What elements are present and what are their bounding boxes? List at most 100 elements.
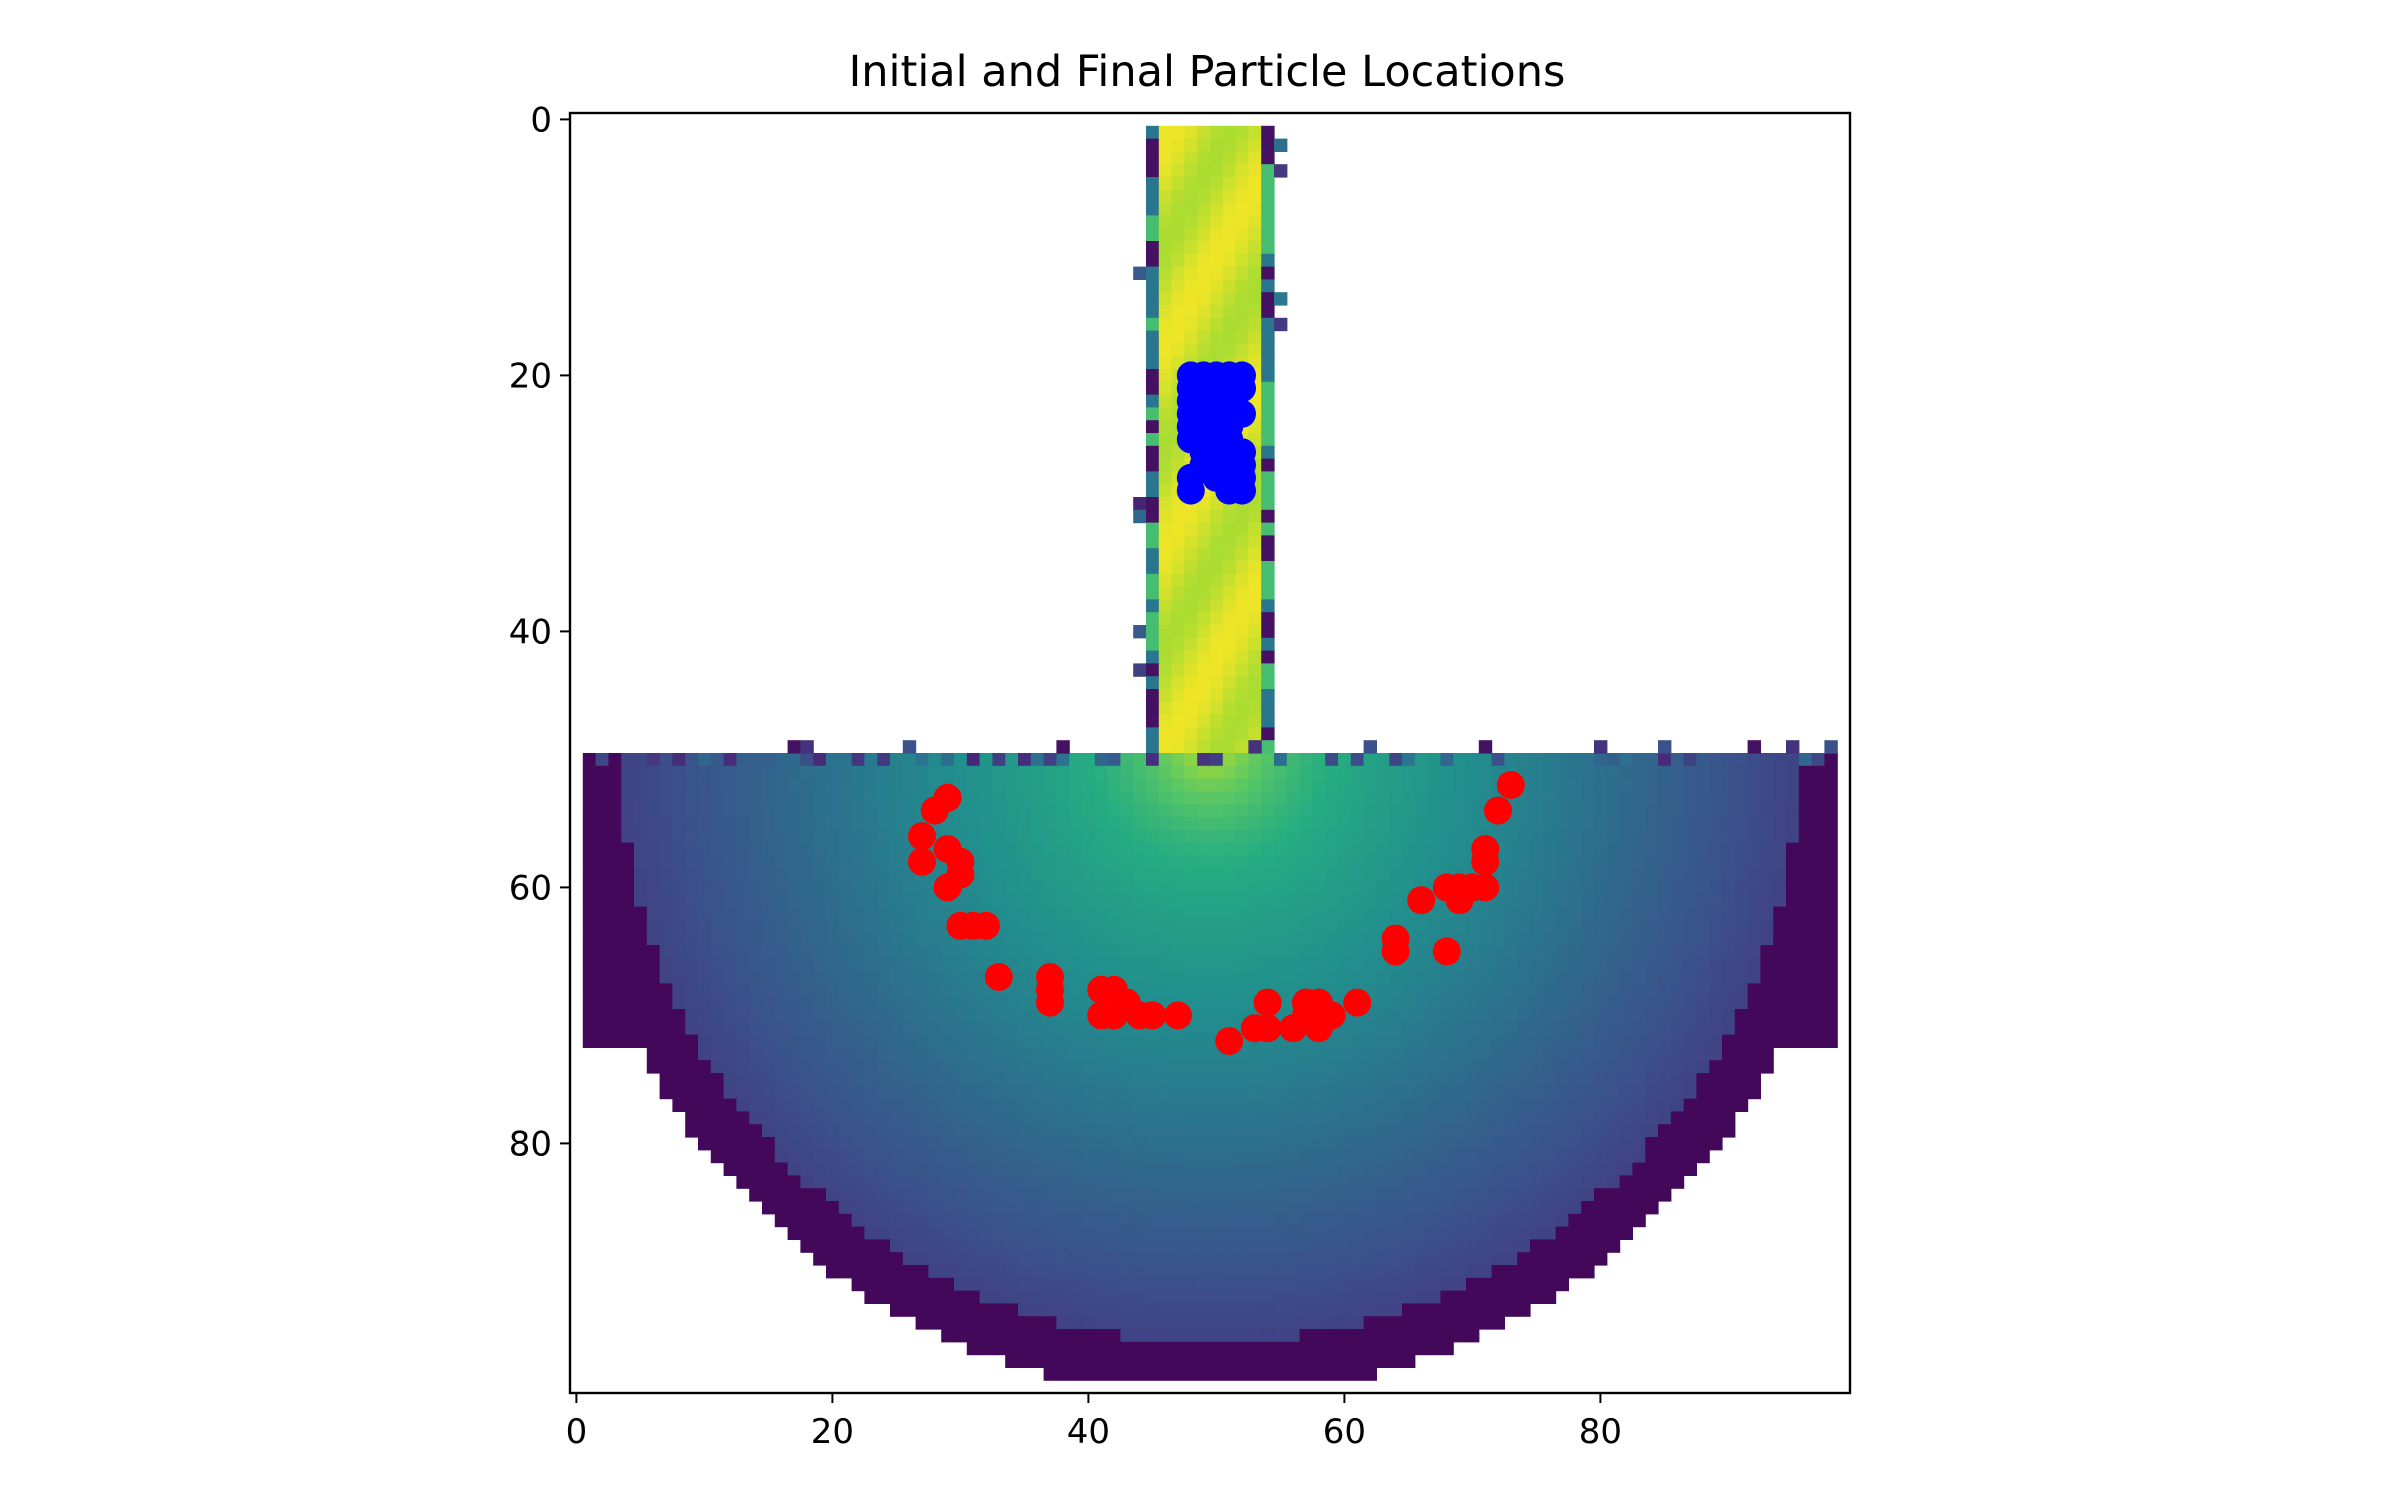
heatmap-cell [1261,266,1275,280]
heatmap-cell [1786,855,1800,869]
heatmap-cell [787,778,801,792]
heatmap-cell [710,765,725,780]
heatmap-cell [1504,1060,1518,1074]
heatmap-cell [1197,906,1211,920]
heatmap-cell [1504,1188,1518,1202]
heatmap-cell [1312,945,1326,959]
heatmap-cell [1030,919,1045,933]
heatmap-cell [1350,1213,1365,1228]
heatmap-cell [749,906,763,920]
heatmap-cell [902,1047,917,1061]
heatmap-cell [1133,1329,1147,1343]
heatmap-cell [1517,1137,1531,1151]
heatmap-cell [1197,1021,1211,1036]
heatmap-cell [1491,983,1505,997]
heatmap-cell [1325,1354,1339,1368]
heatmap-cell [1056,1034,1070,1048]
heatmap-cell [1414,842,1429,856]
heatmap-cell [1043,765,1057,780]
heatmap-cell [890,906,904,920]
heatmap-cell [1376,1175,1390,1189]
heatmap-cell [877,1111,891,1125]
heatmap-cell [1389,1316,1403,1330]
heatmap-cell [864,1290,878,1304]
heatmap-cell [877,1252,891,1266]
heatmap-cell [851,1137,865,1151]
heatmap-cell [1222,241,1237,255]
heatmap-cell [1594,1111,1608,1125]
heatmap-cell [954,1316,968,1330]
heatmap-cell [1824,919,1838,933]
heatmap-cell [1568,1213,1582,1228]
heatmap-cell [595,919,609,933]
heatmap-cell [710,970,725,984]
heatmap-cell [1094,1213,1109,1228]
heatmap-cell [1338,906,1352,920]
heatmap-cell [1082,1226,1096,1240]
heatmap-cell [1222,189,1237,204]
heatmap-cell [1414,1290,1429,1304]
heatmap-cell [1606,1213,1621,1228]
heatmap-cell [928,1034,942,1048]
heatmap-cell [1747,881,1761,895]
heatmap-cell [1325,881,1339,895]
heatmap-cell [1184,791,1198,805]
heatmap-cell [1094,957,1109,972]
heatmap-cell [1530,983,1544,997]
heatmap-cell [1197,509,1211,524]
heatmap-cell [595,842,609,856]
heatmap-cell [1158,1047,1173,1061]
heatmap-cell [1645,829,1659,844]
heatmap-cell [774,791,789,805]
heatmap-cell [1235,1201,1249,1215]
heatmap-cell [992,1303,1006,1317]
heatmap-cell [634,945,648,959]
heatmap-cell [1338,1341,1352,1356]
heatmap-cell [1094,765,1109,780]
heatmap-cell [787,791,801,805]
heatmap-cell [1824,893,1838,908]
heatmap-cell [762,1124,776,1138]
heatmap-cell [1414,1073,1429,1087]
heatmap-cell [1082,1354,1096,1368]
heatmap-cell [1286,1239,1301,1253]
heatmap-cell [1376,1188,1390,1202]
heatmap-cell [838,906,853,920]
heatmap-cell [1606,778,1621,792]
heatmap-cell [710,855,725,869]
heatmap-cell [838,919,853,933]
heatmap-cell [1222,1329,1237,1343]
heatmap-cell [1363,740,1377,754]
heatmap-cell [1197,1252,1211,1266]
heatmap-cell [1043,1085,1057,1100]
heatmap-cell [1376,1098,1390,1112]
heatmap-cell [992,1201,1006,1215]
heatmap-cell [1619,1137,1633,1151]
heatmap-cell [992,945,1006,959]
heatmap-cell [736,919,750,933]
heatmap-cell [1658,778,1672,792]
heatmap-cell [1530,906,1544,920]
heatmap-cell [621,765,635,780]
heatmap-cell [979,1111,993,1125]
heatmap-cell [1645,932,1659,946]
heatmap-cell [1325,906,1339,920]
heatmap-cell [723,1047,737,1061]
heatmap-cell [1683,1124,1697,1138]
heatmap-cell [1146,1213,1160,1228]
heatmap-cell [723,1009,737,1023]
heatmap-cell [1248,804,1262,818]
heatmap-cell [851,1111,865,1125]
heatmap-cell [1517,1201,1531,1215]
heatmap-cell [1491,1098,1505,1112]
heatmap-cell [762,893,776,908]
heatmap-cell [749,791,763,805]
final-particle-point [908,822,936,851]
heatmap-cell [762,1201,776,1215]
heatmap-cell [813,970,827,984]
heatmap-cell [1824,996,1838,1010]
heatmap-cell [1568,1162,1582,1176]
heatmap-cell [1158,151,1173,165]
heatmap-cell [1286,1252,1301,1266]
heatmap-cell [954,957,968,972]
